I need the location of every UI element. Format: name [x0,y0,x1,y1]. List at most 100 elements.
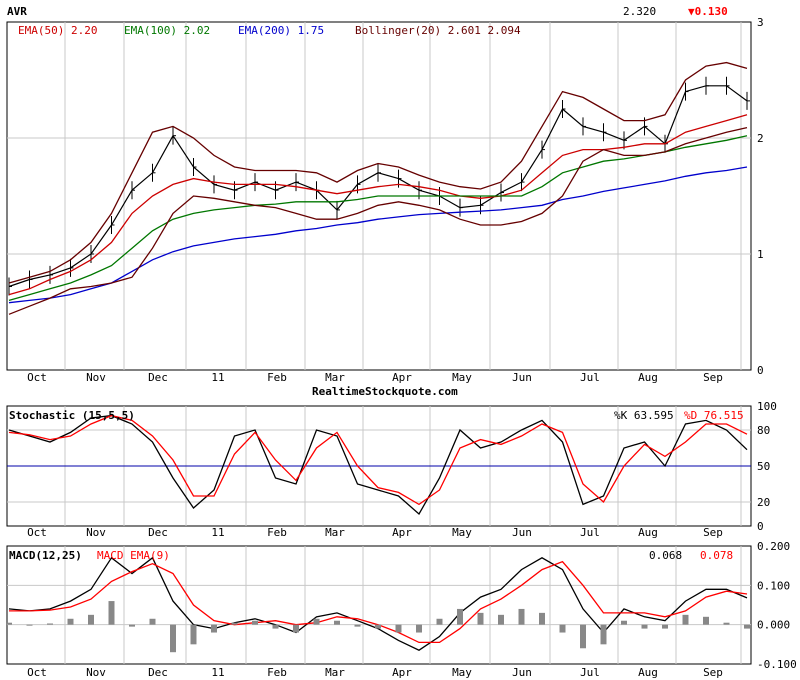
macd-title: MACD(12,25) [9,549,82,562]
stochastic-15-5-5-k-line [8,414,748,516]
macd-histogram-bar [723,622,730,625]
stochastic-d-value: %D 76.515 [684,409,744,422]
macd-histogram-bar [170,624,176,653]
y-tick-label: 0 [757,364,764,377]
x-tick-label: Nov [86,526,106,539]
avr-bollinger-lower-line [8,126,748,315]
macd-histogram-bar [190,624,197,645]
x-tick-label: Apr [392,371,412,384]
macd-histogram-bar [518,608,525,625]
x-tick-label: May [452,666,472,679]
macd-histogram-bar [744,624,750,629]
y-tick-label: 2 [757,132,764,145]
legend-ema50: EMA(50) 2.20 [18,24,97,37]
macd-histogram-bar [375,624,381,629]
macd-histogram-bar [108,601,115,625]
y-tick-label: 3 [757,16,764,29]
x-tick-label: May [452,371,472,384]
y-tick-label: 0.000 [757,619,790,632]
y-tick-label: 80 [757,424,770,437]
y-tick-label: 0.200 [757,540,790,553]
x-tick-label: Jul [580,666,600,679]
macd-histogram-bar [272,624,279,629]
x-tick-label: Apr [392,526,412,539]
macd-signal-value: 0.078 [700,549,733,562]
legend-bollinger: Bollinger(20) 2.601 2.094 [355,24,521,37]
x-tick-label: Aug [638,371,658,384]
legend-ema200: EMA(200) 1.75 [238,24,324,37]
macd-histogram-bar [457,608,463,625]
x-tick-label: Sep [703,666,723,679]
macd-histogram-bar [580,624,586,649]
macd-histogram-bar [436,618,443,625]
x-tick-label: Oct [27,526,47,539]
x-tick-label: Jun [512,526,532,539]
macd-histogram-bar [477,612,484,625]
macd-histogram-bar [149,618,156,625]
y-tick-label: 0.100 [757,579,790,592]
macd-histogram-bar [293,624,299,633]
macd-histogram-bar [703,616,709,625]
x-tick-label: Jun [512,666,532,679]
legend-ema100: EMA(100) 2.02 [124,24,210,37]
symbol-label: AVR [7,5,27,18]
macd-histogram-bar [539,612,545,625]
macd-histogram-bar [641,624,648,629]
macd-histogram-bar [416,624,422,633]
x-tick-label: Nov [86,371,106,384]
stochastic-15-5-5-d-line [8,414,748,506]
x-tick-label: Jun [512,371,532,384]
y-tick-label: 50 [757,460,770,473]
avr-ema-100--line [8,135,748,302]
x-tick-label: Sep [703,526,723,539]
macd-histogram-bar [88,614,94,625]
macd-histogram-bar [67,618,74,625]
x-tick-label: Dec [148,666,168,679]
x-tick-label: Mar [325,371,345,384]
x-tick-label: Mar [325,666,345,679]
x-tick-label: Feb [267,371,287,384]
x-tick-label: Feb [267,666,287,679]
x-tick-label: Jul [580,371,600,384]
macd-histogram-bar [26,624,33,626]
macd-histogram-bar [498,614,504,625]
macd-histogram-bar [334,620,340,625]
macd-histogram-bar [211,624,217,633]
avr-ema-200--line [8,166,748,304]
x-tick-label: Oct [27,666,47,679]
avr-bollinger-upper-line [8,61,748,284]
x-tick-label: Feb [267,526,287,539]
macd-histogram-bar [47,623,53,625]
x-tick-label: Jul [580,526,600,539]
macd-histogram-bar [395,624,402,633]
last-price: 2.320 [623,5,656,18]
macd-histogram-bar [559,624,566,633]
macd-signal-title: MACD EMA(9) [97,549,170,562]
y-tick-label: 100 [757,400,777,413]
x-tick-label: Oct [27,371,47,384]
x-tick-label: Aug [638,526,658,539]
macd-histogram-bar [600,624,607,645]
macd-value: 0.068 [649,549,682,562]
x-tick-label: Dec [148,526,168,539]
source-watermark: RealtimeStockquote.com [312,385,458,398]
macd-histogram-bar [621,620,627,625]
x-tick-label: Mar [325,526,345,539]
y-tick-label: 20 [757,496,770,509]
y-tick-label: -0.100 [757,658,797,671]
x-tick-label: Nov [86,666,106,679]
macd-histogram-bar [662,624,668,629]
macd-histogram-bar [682,614,689,625]
price-change: ▼0.130 [688,5,728,18]
macd-histogram-bar [313,618,320,625]
macd-histogram-bar [6,622,12,625]
macd-histogram-bar [129,624,135,627]
x-tick-label: 11 [211,371,224,384]
macd-histogram-bar [252,620,258,625]
stochastic-title: Stochastic (15,5,5) [9,409,135,422]
x-tick-label: Apr [392,666,412,679]
x-tick-label: 11 [211,526,224,539]
x-tick-label: 11 [211,666,224,679]
macd-histogram-bar [231,622,238,625]
